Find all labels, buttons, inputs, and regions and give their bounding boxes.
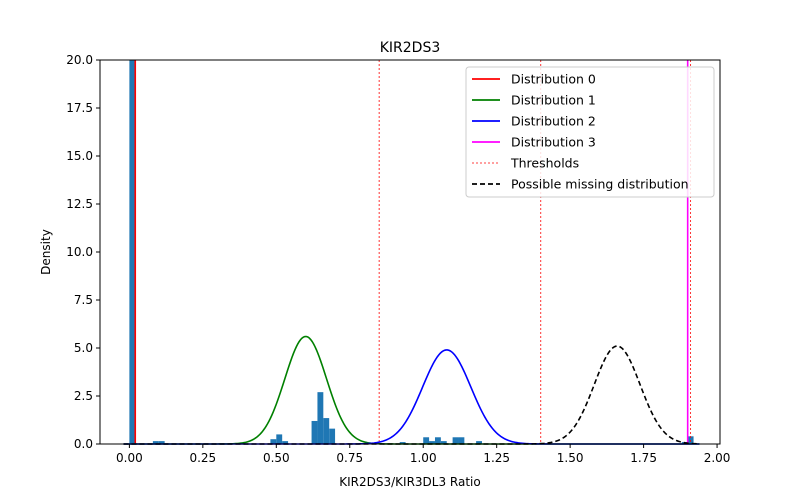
histogram-bar (311, 420, 318, 444)
histogram-bar (440, 441, 447, 444)
y-tick-label: 15.0 (66, 149, 93, 163)
y-tick-label: 20.0 (66, 53, 93, 67)
y-axis-label: Density (39, 229, 53, 275)
legend-label: Distribution 1 (511, 93, 596, 108)
legend-label: Distribution 2 (511, 114, 596, 129)
histogram-bar (458, 437, 465, 444)
histogram-bar (423, 437, 430, 444)
histogram-bar (158, 441, 165, 444)
legend-label: Possible missing distribution (511, 177, 689, 192)
x-tick-label: 1.75 (630, 451, 657, 465)
y-tick-label: 10.0 (66, 245, 93, 259)
chart-title: KIR2DS3 (380, 40, 441, 56)
legend-box (465, 66, 715, 198)
histogram-bar (317, 392, 324, 444)
histogram-bar (329, 428, 336, 444)
x-tick-label: 0.75 (336, 451, 363, 465)
histogram-bar (276, 434, 283, 444)
legend-label: Distribution 0 (511, 72, 596, 87)
legend-label: Distribution 3 (511, 135, 596, 150)
histogram-bar (434, 437, 441, 444)
y-tick-label: 2.5 (74, 389, 93, 403)
y-tick-label: 5.0 (74, 341, 93, 355)
x-axis: 0.00 0.25 0.50 0.75 1.00 1.25 1.50 1.75 2.00 (116, 444, 730, 465)
histogram-bar (270, 439, 277, 444)
histogram-bar (476, 441, 482, 444)
x-tick-label: 1.25 (483, 451, 510, 465)
legend-label: Thresholds (510, 156, 579, 171)
y-tick-label: 17.5 (66, 101, 93, 115)
histogram-bar (282, 441, 289, 444)
histogram-bar (129, 60, 136, 444)
histogram-bar (399, 442, 406, 444)
x-axis-label: KIR2DS3/KIR3DL3 Ratio (339, 475, 480, 489)
y-tick-label: 12.5 (66, 197, 93, 211)
x-tick-label: 1.00 (410, 451, 437, 465)
histogram-bar (323, 418, 330, 444)
x-tick-label: 0.25 (189, 451, 216, 465)
x-tick-label: 1.50 (557, 451, 584, 465)
y-tick-label: 0.0 (74, 437, 93, 451)
histogram-bar (429, 441, 435, 444)
histogram-bar (152, 441, 159, 444)
y-tick-label: 7.5 (74, 293, 93, 307)
x-tick-label: 2.00 (704, 451, 731, 465)
x-tick-label: 0.50 (263, 451, 290, 465)
x-tick-label: 0.00 (116, 451, 143, 465)
legend: Distribution 0 Distribution 1 Distribution… (465, 66, 715, 198)
histogram-bar (452, 437, 459, 444)
y-axis: 0.0 2.5 5.0 7.5 10.0 12.5 15.0 17.5 20.0 (66, 53, 100, 451)
